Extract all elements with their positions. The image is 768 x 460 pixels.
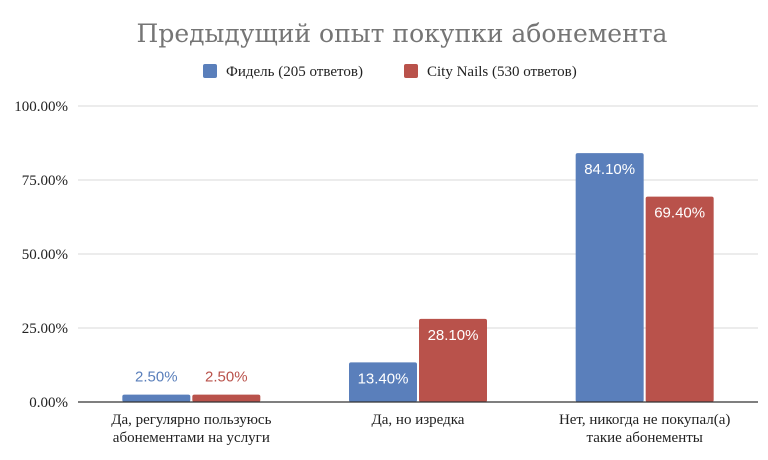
y-axis-ticks: 0.00% 25.00% 50.00% 75.00% 100.00% (14, 99, 68, 411)
data-label: 2.50% (135, 369, 178, 386)
y-tick-label: 100.00% (14, 99, 68, 115)
y-tick-label: 25.00% (22, 321, 68, 337)
bar (419, 318, 487, 402)
data-labels: 2.50% 2.50% 13.40% 28.10% 84.10% 69.40% (135, 161, 705, 387)
data-label: 13.40% (358, 370, 409, 387)
legend-swatch-city-nails (404, 64, 418, 78)
legend-swatch-fidel (203, 64, 217, 78)
x-axis-categories: Да, регулярно пользуюсь абонементами на у… (111, 412, 730, 446)
data-label: 69.40% (654, 205, 705, 222)
gridlines (78, 105, 758, 329)
bar (122, 394, 191, 402)
legend: Фидель (205 ответов) City Nails (530 отв… (203, 64, 577, 80)
bar (645, 196, 714, 402)
y-tick-label: 50.00% (22, 247, 68, 263)
data-label: 2.50% (205, 369, 248, 386)
x-category-label: Нет, никогда не покупал(а) (559, 412, 730, 428)
bar (575, 153, 644, 402)
bar (192, 394, 261, 402)
bars (122, 153, 714, 402)
legend-label-city-nails: City Nails (530 ответов) (427, 64, 577, 80)
legend-label-fidel: Фидель (205 ответов) (226, 64, 363, 80)
data-label: 28.10% (428, 327, 479, 344)
bar (349, 362, 417, 402)
x-category-label: Да, регулярно пользуюсь (111, 412, 271, 428)
x-category-label: Да, но изредка (372, 412, 465, 428)
data-label: 84.10% (584, 161, 635, 178)
y-tick-label: 75.00% (22, 173, 68, 189)
x-category-label: абонементами на услуги (113, 430, 270, 446)
chart-title: Предыдущий опыт покупки абонемента (137, 19, 668, 48)
y-tick-label: 0.00% (29, 395, 68, 411)
x-category-label: такие абонементы (586, 430, 702, 446)
